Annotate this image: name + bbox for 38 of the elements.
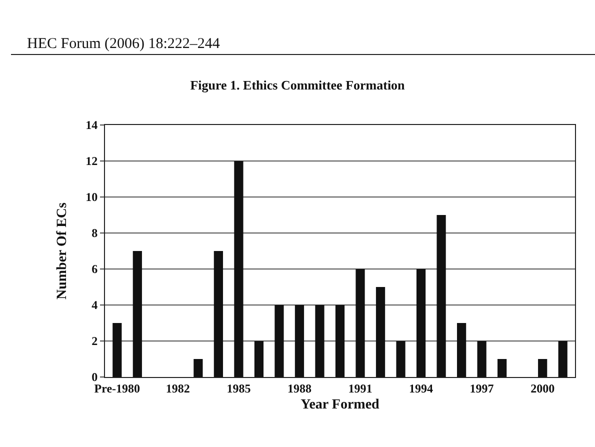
chart-title: Figure 1. Ethics Committee Formation (190, 77, 406, 92)
x-tick-label: 2000 (530, 381, 555, 396)
bar (194, 359, 203, 377)
bar (396, 341, 406, 377)
bar (294, 305, 304, 377)
bar (274, 305, 284, 377)
y-tick-label: 6 (92, 262, 98, 276)
bar (436, 215, 446, 377)
bar (335, 305, 345, 377)
bar (376, 287, 386, 377)
x-tick-label: 1997 (470, 381, 494, 396)
bar (132, 251, 142, 377)
bar (416, 269, 426, 377)
y-tick-label: 4 (92, 298, 98, 312)
bar (498, 359, 507, 377)
x-tick-label: 1985 (226, 381, 251, 396)
bar (112, 323, 122, 377)
x-tick-label: 1991 (348, 381, 372, 396)
bar (356, 269, 365, 377)
x-tick-label: 1988 (287, 381, 312, 396)
x-axis-title: Year Formed (300, 398, 380, 413)
bar (477, 341, 486, 377)
bar (538, 359, 548, 377)
y-tick-label: 12 (86, 154, 98, 168)
y-tick-label: 2 (92, 334, 98, 348)
x-tick-label: 1994 (409, 381, 434, 396)
y-axis-title: Number Of ECs (55, 202, 70, 300)
bar (558, 341, 568, 377)
bar (315, 305, 324, 377)
bar (456, 323, 466, 377)
bar (214, 251, 224, 377)
bar (254, 341, 264, 377)
y-tick-label: 8 (92, 226, 98, 240)
x-tick-label: 1982 (166, 381, 190, 396)
bar (234, 161, 244, 377)
text: HEC Forum (2006) 18:222–244 (27, 36, 220, 52)
y-tick-label: 14 (86, 118, 98, 132)
y-tick-label: 10 (86, 190, 98, 204)
